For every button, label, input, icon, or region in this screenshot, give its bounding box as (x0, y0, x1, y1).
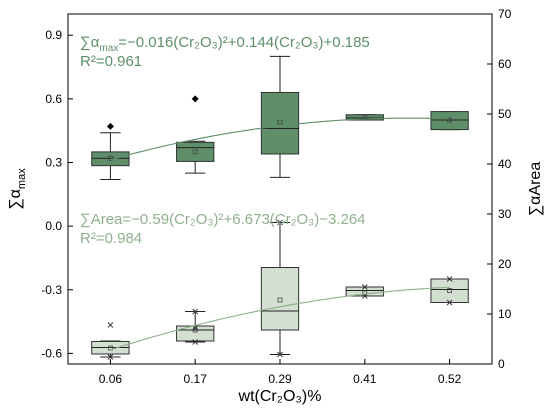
ticks-layer: 0.9 0.6 0.3 0.0 -0.3 -0.6 70 60 50 40 30 20 10 0 0.06 0… (41, 7, 511, 386)
y-right-tick-label: 20 (498, 257, 512, 271)
box-body (430, 278, 469, 303)
box-body (260, 267, 300, 331)
outlier-cross (107, 322, 114, 328)
fit-curve-1 (110, 286, 450, 351)
outlier-cross (277, 351, 283, 358)
boxes-layer (91, 55, 469, 360)
y-right-tick-label: 10 (498, 307, 512, 321)
box-1-4 (430, 276, 469, 306)
outlier-diamond (106, 122, 114, 130)
equation-area: ∑Area=−0.59(Cr₂O₃)²+6.673(Cr₂O₃)−3.264 (80, 211, 366, 228)
box-body (260, 91, 300, 155)
y-right-tick-label: 30 (498, 207, 512, 221)
box-0-4 (430, 111, 469, 131)
mean-marker (362, 290, 368, 296)
x-tick-label: 0.41 (353, 372, 377, 386)
box-body (430, 111, 469, 131)
outlier-cross (192, 339, 199, 345)
outlier-cross (277, 219, 283, 226)
mean-marker (108, 345, 113, 351)
x-tick-label: 0.52 (438, 372, 462, 386)
outlier-cross (107, 354, 114, 360)
box-body (176, 141, 215, 162)
mean-marker (277, 119, 283, 125)
box-1-3 (345, 284, 384, 299)
y-axis-right-title: ∑αArea (527, 162, 544, 217)
mean-marker (192, 149, 198, 155)
equation-alpha-max: ∑αmax=−0.016(Cr₂O₃)²+0.144(Cr₂O₃)+0.185 (80, 34, 370, 54)
fit-curve-0 (110, 117, 450, 161)
box-1-0 (91, 322, 130, 360)
y-left-tick-label: -0.6 (41, 346, 62, 360)
outlier-cross (446, 276, 453, 282)
plot-frame (67, 13, 493, 365)
box-0-2 (260, 55, 300, 178)
y-left-tick-label: 0.6 (45, 92, 62, 106)
box-0-0 (91, 122, 130, 180)
mean-marker (447, 117, 453, 123)
outlier-cross (446, 299, 453, 306)
x-tick-label: 0.06 (99, 372, 123, 386)
box-0-3 (345, 114, 384, 121)
r2-area: R²=0.984 (80, 230, 142, 247)
mean-marker (447, 288, 453, 293)
y-right-tick-label: 0 (498, 357, 505, 371)
mean-marker (277, 297, 283, 303)
y-right-tick-label: 50 (498, 107, 512, 121)
x-axis-title: wt(Cr₂O₃)% (238, 388, 322, 405)
y-axis-left-title: ∑αmax (7, 168, 28, 210)
outlier-cross (361, 284, 368, 290)
y-right-tick-label: 60 (498, 57, 512, 71)
r2-alpha-max: R²=0.961 (80, 53, 142, 70)
y-left-tick-label: -0.3 (41, 283, 62, 297)
outlier-cross (192, 308, 199, 315)
y-right-tick-label: 40 (498, 157, 512, 171)
y-left-tick-label: 0.9 (45, 28, 62, 42)
mean-marker (362, 115, 368, 121)
box-body (91, 151, 130, 167)
outlier-diamond (191, 95, 199, 103)
box-0-1 (176, 95, 215, 174)
box-1-2 (260, 219, 300, 358)
x-tick-label: 0.17 (184, 372, 208, 386)
fit-layer (110, 117, 450, 351)
y-left-tick-label: 0.3 (45, 155, 62, 169)
y-left-tick-label: 0.0 (45, 219, 62, 233)
mean-marker (108, 155, 113, 161)
y-right-tick-label: 70 (498, 7, 512, 21)
x-tick-label: 0.29 (268, 372, 292, 386)
box-1-1 (176, 308, 215, 345)
